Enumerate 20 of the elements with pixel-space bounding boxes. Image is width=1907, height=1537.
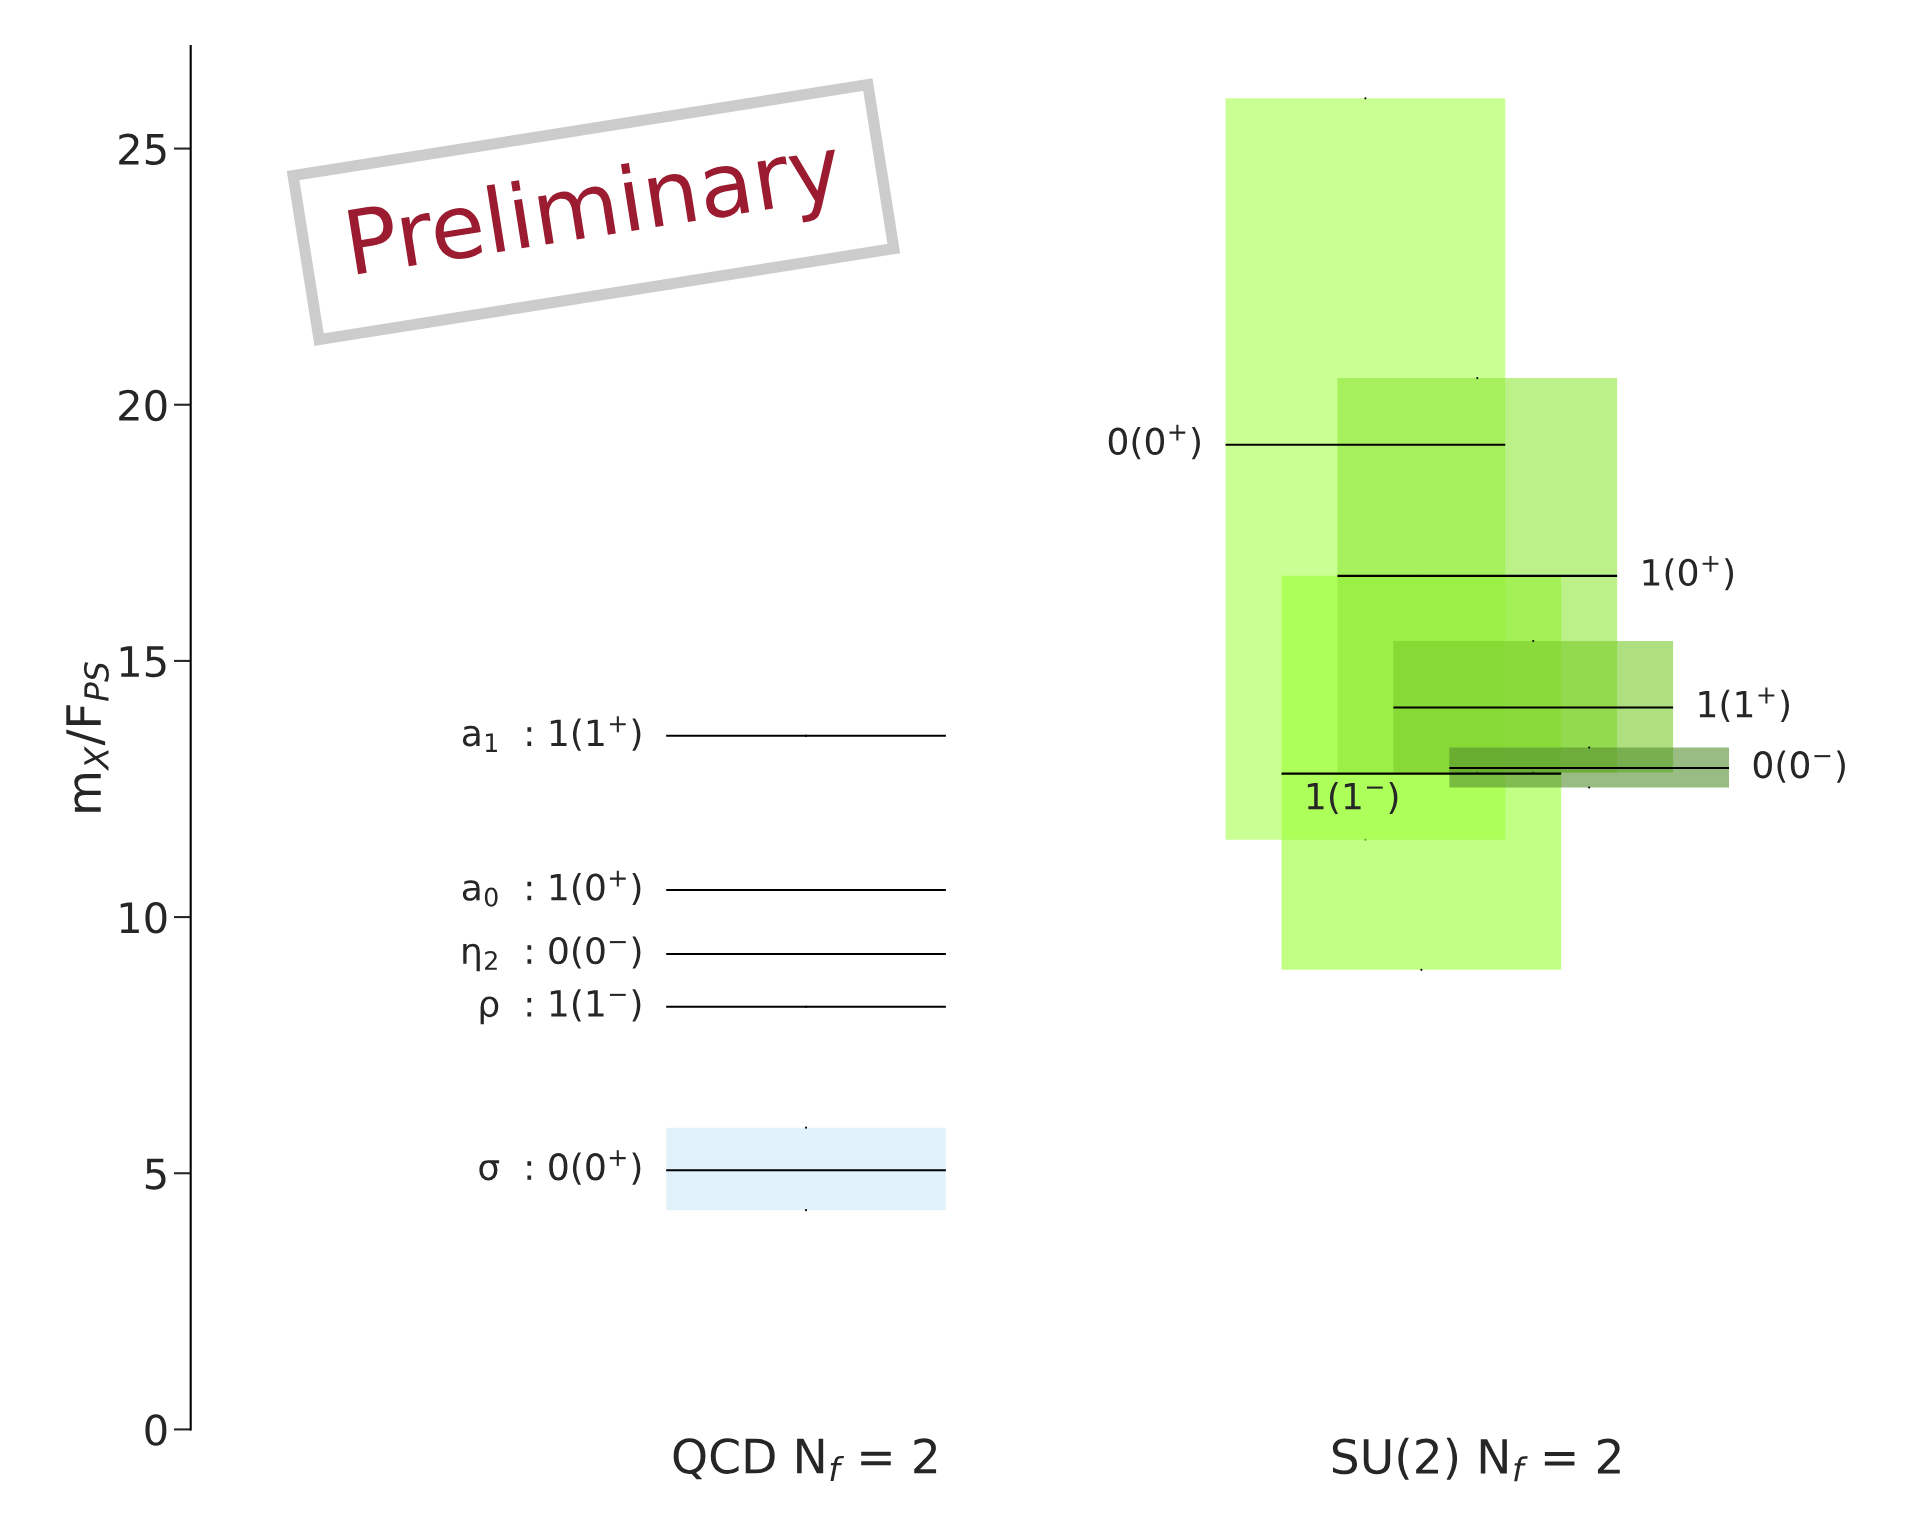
y-tick-label: 5 xyxy=(145,1158,166,1190)
text: a$_{1}$ : 1(1$^{+}$) xyxy=(462,716,641,752)
series-label: 1(1$^{−}$) xyxy=(1307,781,1398,815)
series-label: a$_{0}$ : 1(0$^{+}$) xyxy=(462,870,641,907)
y-axis-title: m$_{X}$/F$_{PS}$ xyxy=(66,662,109,812)
text: η$_{2}$ : 0(0$^{−}$) xyxy=(463,936,641,972)
annotation: Preliminary xyxy=(347,130,846,293)
series-label: 0(0$^{−}$) xyxy=(1753,750,1845,783)
series-label: ρ : 1(1$^{−}$) xyxy=(480,989,641,1025)
y-tick-label: 25 xyxy=(119,133,166,165)
series-label: σ : 0(0$^{+}$) xyxy=(479,1150,641,1185)
y-tick-label: 15 xyxy=(120,646,166,678)
y-tick-label: 10 xyxy=(120,901,167,934)
x-tick-label: QCD N$_{f}$ = 2 xyxy=(673,1438,937,1481)
x-tick-label: SU(2) N$_{f}$ = 2 xyxy=(1332,1437,1620,1482)
series-label: 0(0$^{+}$) xyxy=(1108,424,1200,460)
series-label: 1(1$^{+}$) xyxy=(1699,687,1789,722)
y-tick-label: 20 xyxy=(119,389,167,422)
y-tick-label: 0 xyxy=(145,1414,167,1446)
series-label: 1(0$^{+}$) xyxy=(1643,555,1734,591)
